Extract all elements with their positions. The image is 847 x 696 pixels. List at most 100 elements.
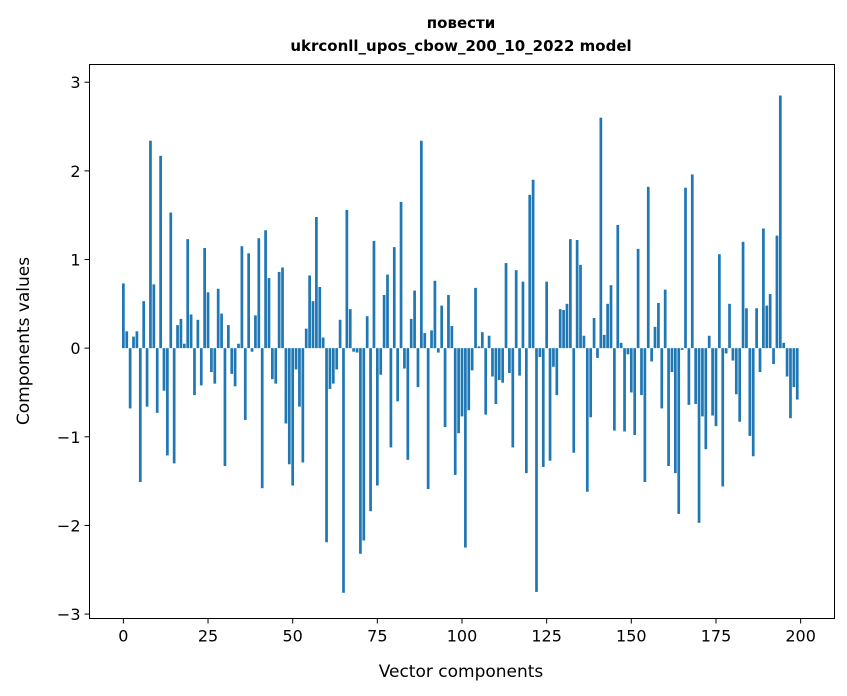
bar-150 [629,348,633,393]
bar-145 [613,348,616,431]
bar-128 [555,348,559,396]
bar-188 [758,348,762,373]
bar-152 [636,248,640,349]
bar-170 [697,348,701,523]
bar-79 [389,348,393,448]
bar-74 [372,240,376,349]
bar-114 [508,348,511,373]
bar-7 [145,348,149,407]
bar-51 [294,348,298,370]
bar-68 [352,348,355,352]
plot-frame [89,64,835,619]
bar-64 [338,319,342,349]
bar-16 [176,325,179,349]
y-tick-label: −3 [57,605,81,624]
bar-17 [179,318,183,349]
bar-30 [223,348,227,467]
bar-122 [535,348,538,592]
bar-95 [443,348,447,428]
bar-119 [524,348,528,474]
bar-191 [768,294,772,349]
bar-98 [453,348,457,475]
bar-50 [291,348,295,486]
bar-62 [331,348,335,384]
bar-178 [724,348,728,354]
bar-77 [382,294,386,349]
bar-85 [409,318,413,349]
bar-33 [233,348,237,387]
y-axis-label: Components values [14,257,34,425]
bar-101 [464,348,467,548]
bar-163 [673,348,677,474]
bar-99 [457,348,460,434]
bar-42 [264,230,267,349]
bar-71 [362,348,366,541]
y-tick-label: −1 [57,428,81,447]
bar-153 [640,348,643,396]
bar-130 [562,310,565,349]
bar-197 [789,348,792,419]
bar-183 [741,241,745,349]
bar-13 [166,348,169,456]
bar-27 [213,348,217,384]
bar-199 [795,348,799,400]
bar-129 [558,309,562,349]
bar-82 [399,201,403,349]
bar-22 [196,319,200,349]
bar-35 [240,246,244,349]
bar-133 [572,348,576,453]
bar-59 [321,337,325,349]
bar-156 [650,348,653,362]
bar-107 [484,348,488,415]
bar-134 [575,240,579,349]
bar-121 [531,179,535,349]
bar-164 [677,348,681,514]
x-tick-label: 75 [367,627,387,646]
chart-title-line1: повести [427,14,495,32]
bar-88 [420,140,423,349]
bar-173 [707,335,711,349]
bar-60 [325,348,328,543]
bar-80 [392,247,396,349]
bar-4 [135,331,139,349]
bar-198 [792,348,796,388]
y-tick-label: −2 [57,516,81,535]
bar-47 [281,267,284,349]
bar-167 [687,348,691,405]
bar-174 [711,348,714,416]
bar-61 [328,348,332,389]
bar-159 [660,348,664,409]
bar-1 [125,331,129,349]
bar-67 [348,309,352,349]
bar-184 [745,308,748,349]
bar-75 [375,348,379,486]
bar-148 [623,348,626,432]
bar-126 [548,348,552,461]
bar-140 [596,348,599,358]
bar-100 [460,348,464,417]
bar-137 [585,348,589,492]
bar-55 [308,275,311,349]
bar-179 [728,303,731,349]
bar-147 [619,342,623,349]
bar-28 [216,288,220,349]
bar-96 [447,294,450,349]
bar-18 [182,343,186,349]
bar-115 [511,348,515,448]
bar-93 [436,348,440,353]
y-tick-label: 1 [70,251,80,270]
bar-135 [579,264,582,349]
bar-89 [423,333,427,349]
bar-168 [690,174,694,349]
bar-63 [335,348,339,370]
bar-112 [501,348,504,383]
bar-56 [311,301,315,349]
bar-160 [663,289,667,349]
bar-104 [474,287,477,349]
bar-43 [267,278,271,349]
bar-40 [257,238,261,349]
bar-142 [602,334,606,349]
bar-141 [599,117,603,349]
bar-132 [569,239,572,349]
